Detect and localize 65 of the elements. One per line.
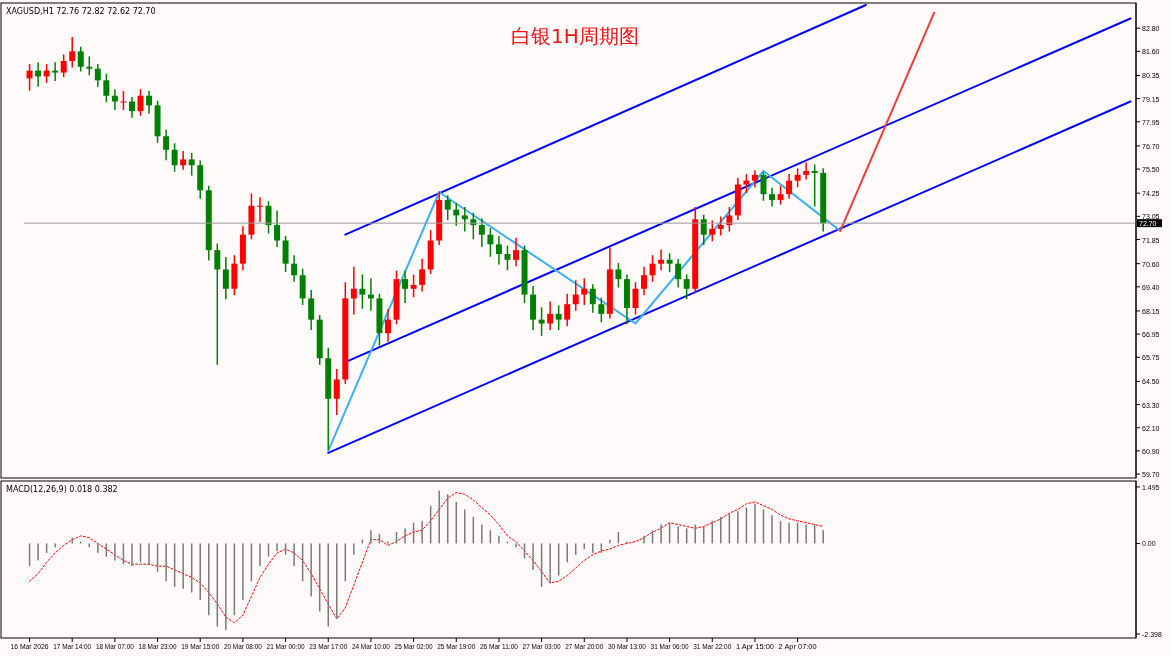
candlestick [504,245,511,271]
candlestick [274,210,281,248]
candlestick [26,64,33,91]
candlestick [675,259,682,288]
candlestick [649,255,656,282]
candlestick [461,206,468,232]
candlestick [444,195,451,221]
candlestick [786,174,793,199]
candlestick [410,274,417,298]
candlestick [333,369,340,415]
candlestick [402,270,409,304]
candlestick [163,129,170,161]
candlestick [632,282,639,315]
candlestick [111,89,118,110]
candlestick [538,307,545,336]
chart-title: MACD(12,26,9) 0.018 0.382 [6,485,118,494]
candlestick [222,257,229,300]
candlestick [299,268,306,305]
candlestick [94,64,101,87]
candlestick [478,218,485,248]
candlestick [495,235,502,265]
candlestick [658,249,665,271]
candlestick [60,54,67,78]
candlestick [487,228,494,257]
candlestick [359,274,366,309]
candlestick [419,259,426,292]
candlestick [214,243,221,365]
candlestick [572,280,579,311]
candlestick [180,150,187,170]
line-series [327,170,842,452]
candlestick [564,293,571,327]
candlestick [291,255,298,282]
candlestick [69,37,76,68]
candlestick [171,143,178,172]
candlestick [803,162,810,180]
candlestick [683,274,690,300]
candlestick [188,152,195,176]
candlestick [308,289,315,331]
candlestick [760,172,767,201]
candlestick [385,309,391,342]
candlestick [769,187,775,207]
candlestick [282,235,289,273]
candlestick [77,46,84,72]
candlestick [146,91,153,114]
candlestick [709,220,716,242]
candlestick [811,164,818,207]
candlestick [350,266,357,315]
candlestick [52,62,59,82]
candlestick [598,297,605,323]
text: 白银1H周期图 [511,24,639,48]
line-series [29,491,824,624]
candlestick [103,73,110,103]
candlestick [555,305,562,331]
candlestick [581,278,588,305]
candlestick [615,262,622,288]
candlestick [717,216,724,236]
chart-title: XAGUSD,H1 72.76 72.82 72.62 72.70 [6,7,156,16]
candlestick [513,237,519,267]
candlestick [589,284,596,313]
candlestick [641,266,647,296]
candlestick [547,301,554,331]
candlestick [700,214,707,246]
candlestick [128,96,135,118]
candlestick [751,170,758,188]
candlestick [256,197,263,222]
